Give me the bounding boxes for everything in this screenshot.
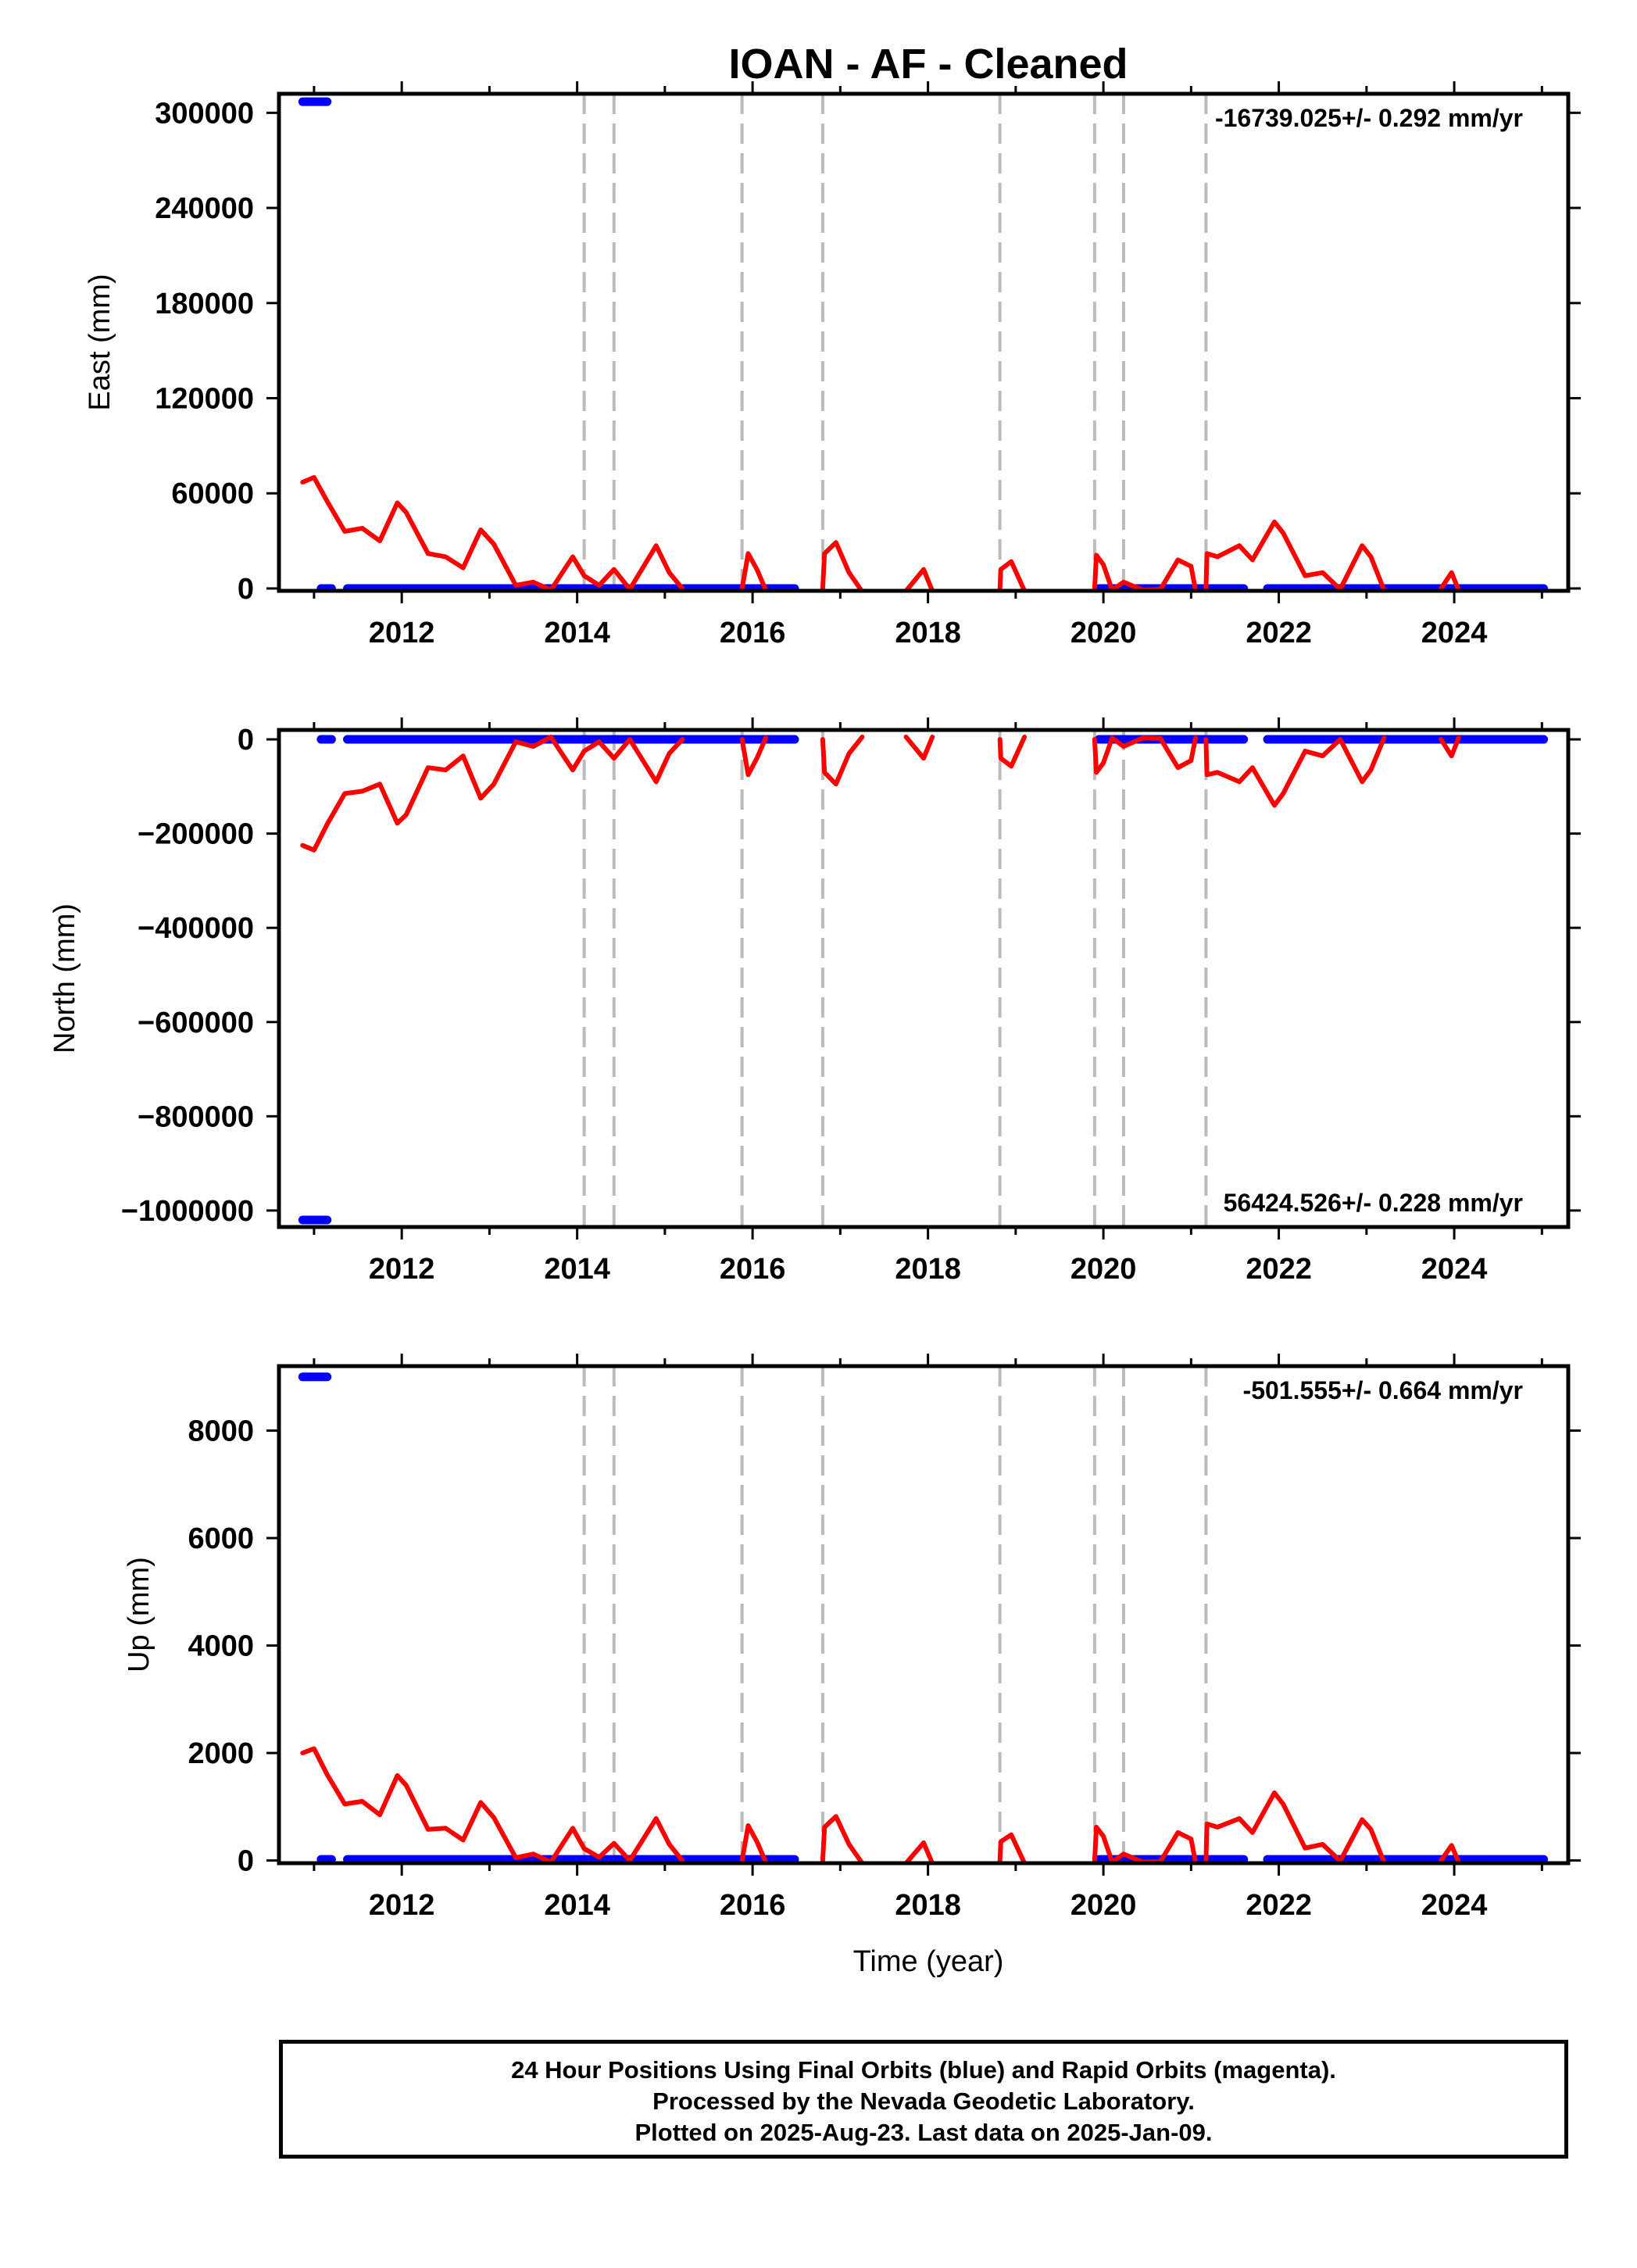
y-axis-label: Up (mm) xyxy=(123,1557,155,1672)
y-tick-label: −800000 xyxy=(138,1100,254,1133)
y-tick-label: 60000 xyxy=(171,478,254,510)
y-tick-label: 0 xyxy=(238,573,254,606)
x-tick-label: 2024 xyxy=(1421,1253,1488,1286)
y-axis-label: East (mm) xyxy=(84,274,116,410)
model-curve xyxy=(820,735,865,787)
model-curve xyxy=(1439,735,1461,759)
x-tick-label: 2020 xyxy=(1070,617,1137,649)
model-curve xyxy=(739,1823,768,1863)
model-curve xyxy=(903,567,935,591)
y-tick-label: 6000 xyxy=(188,1522,254,1555)
y-tick-label: −400000 xyxy=(138,912,254,945)
plot-frame xyxy=(277,728,1571,1229)
north-panel: 2012 2014 2016 2018 2020 2022 2024 0 −200000 −400… xyxy=(48,717,1581,1286)
y-tick-label: −200000 xyxy=(138,818,254,851)
y-tick-label: −1000000 xyxy=(121,1195,254,1228)
plot-area xyxy=(298,94,1549,591)
x-axis-label: Time (year) xyxy=(853,1945,1004,1978)
footer-box: 24 Hour Positions Using Final Orbits (bl… xyxy=(279,2040,1568,2159)
x-tick-label: 2020 xyxy=(1070,1253,1137,1286)
model-curve xyxy=(739,735,768,778)
model-curve xyxy=(300,735,587,853)
x-tick-label: 2014 xyxy=(544,617,610,649)
x-tick-label: 2012 xyxy=(369,1253,435,1286)
model-curve xyxy=(1439,570,1461,591)
footer-line-3: Plotted on 2025-Aug-23. Last data on 202… xyxy=(634,2119,1213,2146)
plot-frame xyxy=(277,1364,1571,1866)
rate-annotation: -501.555+/- 0.664 mm/yr xyxy=(1243,1376,1523,1404)
y-tick-label: 0 xyxy=(238,724,254,757)
x-tick-label: 2022 xyxy=(1246,1889,1312,1922)
model-curve xyxy=(300,1746,587,1863)
rate-annotation: 56424.526+/- 0.228 mm/yr xyxy=(1224,1189,1523,1217)
y-tick-label: 4000 xyxy=(188,1630,254,1663)
chart-title: IOAN - AF - Cleaned xyxy=(728,41,1128,88)
x-tick-label: 2018 xyxy=(895,617,961,649)
model-curve xyxy=(1203,1790,1387,1863)
rate-annotation: -16739.025+/- 0.292 mm/yr xyxy=(1215,104,1523,132)
model-curve xyxy=(581,543,685,591)
model-curve xyxy=(581,737,685,785)
model-curve xyxy=(1092,735,1198,775)
model-curve xyxy=(997,735,1028,769)
model-curve xyxy=(820,540,865,591)
east-panel: 2012 2014 2016 2018 2020 2022 2024 0 60000 120000… xyxy=(84,81,1581,649)
model-curve xyxy=(581,1815,685,1863)
model-curve xyxy=(1203,735,1387,808)
x-tick-label: 2022 xyxy=(1246,617,1312,649)
x-tick-label: 2014 xyxy=(544,1889,610,1922)
plot-frame xyxy=(277,91,1571,593)
y-tick-label: 300000 xyxy=(155,97,254,130)
x-tick-label: 2022 xyxy=(1246,1253,1312,1286)
x-tick-label: 2024 xyxy=(1421,617,1488,649)
model-curve xyxy=(997,559,1028,591)
y-tick-label: 180000 xyxy=(155,288,254,320)
x-tick-label: 2014 xyxy=(544,1253,610,1286)
y-tick-label: 8000 xyxy=(188,1415,254,1448)
footer-line-1: 24 Hour Positions Using Final Orbits (bl… xyxy=(511,2056,1336,2084)
x-tick-label: 2018 xyxy=(895,1889,961,1922)
model-curve xyxy=(903,1840,935,1863)
footer-line-2: Processed by the Nevada Geodetic Laborat… xyxy=(652,2087,1195,2115)
model-curve xyxy=(1203,519,1387,591)
x-tick-label: 2016 xyxy=(720,1889,786,1922)
y-axis-label: North (mm) xyxy=(48,903,81,1054)
plot-area xyxy=(298,1366,1549,1863)
model-curve xyxy=(903,735,935,761)
model-curve xyxy=(1439,1843,1461,1863)
x-tick-label: 2012 xyxy=(369,1889,435,1922)
model-curve xyxy=(1092,553,1198,591)
y-tick-label: 2000 xyxy=(188,1737,254,1770)
up-panel: 2012 2014 2016 2018 2020 2022 2024 0 2000 4000 600… xyxy=(123,1354,1581,1922)
plot-area xyxy=(298,730,1549,1227)
model-curve xyxy=(739,551,768,591)
model-curve xyxy=(1092,1824,1198,1863)
x-tick-label: 2018 xyxy=(895,1253,961,1286)
y-tick-label: 240000 xyxy=(155,192,254,225)
x-tick-label: 2016 xyxy=(720,1253,786,1286)
model-curve xyxy=(997,1832,1028,1863)
x-tick-label: 2012 xyxy=(369,617,435,649)
x-tick-label: 2016 xyxy=(720,617,786,649)
y-tick-label: 120000 xyxy=(155,383,254,416)
x-tick-label: 2024 xyxy=(1421,1889,1488,1922)
model-curve xyxy=(820,1814,865,1863)
y-tick-label: −600000 xyxy=(138,1007,254,1039)
model-curve xyxy=(300,474,587,591)
y-tick-label: 0 xyxy=(238,1845,254,1878)
x-tick-label: 2020 xyxy=(1070,1889,1137,1922)
